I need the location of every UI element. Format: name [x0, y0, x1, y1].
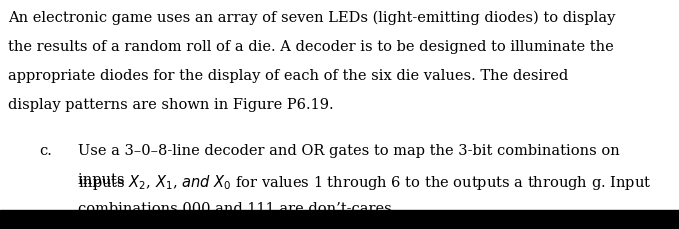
Text: Use a 3–0–8-line decoder and OR gates to map the 3-bit combinations on: Use a 3–0–8-line decoder and OR gates to…: [78, 144, 620, 158]
Text: appropriate diodes for the display of each of the six die values. The desired: appropriate diodes for the display of ea…: [8, 69, 568, 83]
Text: inputs $\mathit{X}_2$, $\mathit{X}_1$, $\mathit{and}$ $\mathit{X}_0$ for values : inputs $\mathit{X}_2$, $\mathit{X}_1$, $…: [78, 173, 651, 192]
Text: An electronic game uses an array of seven LEDs (light-emitting diodes) to displa: An electronic game uses an array of seve…: [8, 10, 616, 25]
Bar: [0, 210, 679, 229]
Text: inputs: inputs: [78, 173, 129, 187]
Text: c.: c.: [39, 144, 52, 158]
Text: display patterns are shown in Figure P6.19.: display patterns are shown in Figure P6.…: [8, 98, 334, 112]
Text: combinations 000 and 111 are don’t-cares.: combinations 000 and 111 are don’t-cares…: [78, 202, 397, 216]
Text: the results of a random roll of a die. A decoder is to be designed to illuminate: the results of a random roll of a die. A…: [8, 40, 614, 54]
